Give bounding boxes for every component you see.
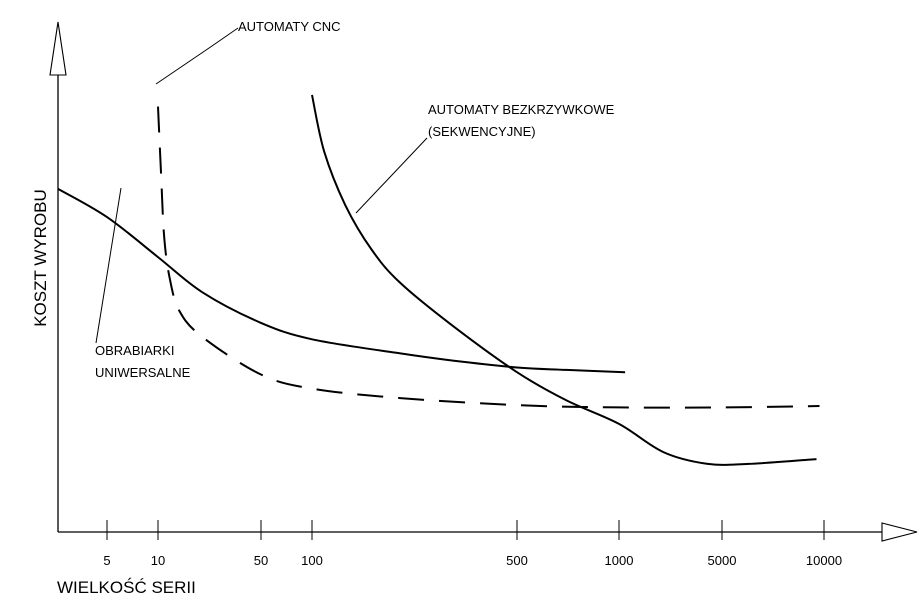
y-axis-arrow-icon — [49, 21, 67, 76]
x-axis-title: WIELKOŚĆ SERII — [57, 578, 196, 597]
series-obrabiarki-uniwersalne — [57, 188, 626, 374]
x-tick-label: 5000 — [708, 553, 737, 568]
leader-obrabiarki — [95, 187, 122, 344]
x-tick-label: 50 — [254, 553, 268, 568]
y-axis — [49, 21, 67, 532]
annotation-leaders — [95, 27, 428, 344]
x-tick-label: 10000 — [806, 553, 842, 568]
x-axis-arrow-icon — [881, 522, 918, 542]
annotation-automaty-bezkrzywkowe-line1: AUTOMATY BEZKRZYWKOWE — [428, 102, 615, 117]
x-tick-label: 5 — [103, 553, 110, 568]
x-tick-label: 10 — [151, 553, 165, 568]
leader-automaty-cnc — [155, 27, 239, 85]
series-automaty-bezkrzywkowe — [311, 94, 817, 466]
x-tick-label: 1000 — [605, 553, 634, 568]
x-tick-label: 500 — [506, 553, 528, 568]
x-tick-label: 100 — [301, 553, 323, 568]
series-automaty-cnc — [157, 106, 820, 409]
x-ticks: 5 10 50 100 500 1000 5000 10000 — [103, 520, 842, 568]
annotation-obrabiarki-line1: OBRABIARKI — [95, 343, 174, 358]
x-axis — [58, 522, 918, 542]
annotation-automaty-cnc: AUTOMATY CNC — [238, 19, 341, 34]
leader-automaty-bezkrzywkowe — [355, 137, 428, 214]
y-axis-title: KOSZT WYROBU — [31, 189, 50, 327]
series-group — [57, 94, 820, 466]
annotation-obrabiarki-line2: UNIWERSALNE — [95, 365, 191, 380]
annotation-automaty-bezkrzywkowe-line2: (SEKWENCYJNE) — [428, 124, 536, 139]
